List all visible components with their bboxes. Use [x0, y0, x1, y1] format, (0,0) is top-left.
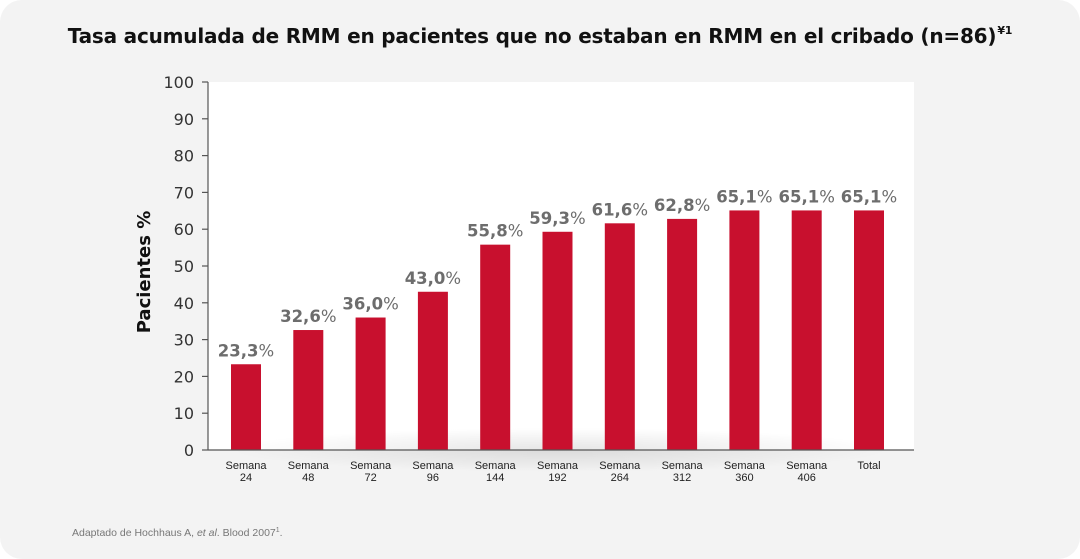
bar: [604, 223, 635, 450]
bar: [854, 210, 884, 450]
y-tick-label: 70: [174, 183, 194, 202]
bar-value-label: 65,1%: [778, 187, 834, 206]
bar-value-label: 59,3%: [529, 209, 585, 228]
chart-title-superscript: ¥1: [997, 24, 1013, 37]
x-tick-label: Semana 144: [475, 460, 517, 484]
y-tick-label: 0: [184, 441, 194, 460]
chart-title-text: Tasa acumulada de RMM en pacientes que n…: [67, 24, 997, 48]
x-tick-label: Semana 312: [662, 460, 704, 484]
chart-title: Tasa acumulada de RMM en pacientes que n…: [0, 24, 1080, 48]
bar: [667, 218, 698, 450]
bar: [355, 317, 386, 450]
bar-value-label: 55,8%: [467, 222, 523, 241]
footnote-end: .: [279, 527, 283, 539]
x-tick-label: Semana 96: [412, 460, 454, 484]
bar: [231, 364, 261, 450]
bar: [791, 210, 822, 450]
y-tick-label: 40: [174, 294, 194, 313]
x-tick-label: Semana 264: [599, 460, 641, 484]
y-tick-label: 100: [163, 73, 194, 92]
y-tick-label: 80: [174, 147, 194, 166]
bar-value-label: 43,0%: [405, 269, 461, 288]
y-tick-label: 10: [174, 404, 194, 423]
y-tick-label: 90: [174, 110, 194, 129]
bar-value-label: 32,6%: [280, 307, 336, 326]
footnote-prefix: Adaptado de Hochhaus A,: [72, 527, 197, 539]
footnote-italic: et al: [196, 527, 217, 539]
footnote-superscript: 1: [275, 527, 280, 534]
footnote-suffix: . Blood 2007: [216, 527, 276, 539]
bar-value-label: 61,6%: [592, 200, 648, 219]
source-footnote: Adaptado de Hochhaus A, et al. Blood 200…: [72, 527, 283, 539]
bar-value-label: 65,1%: [716, 187, 772, 206]
y-tick-label: 60: [174, 220, 194, 239]
bar-value-label: 23,3%: [218, 341, 274, 360]
bar-value-label: 62,8%: [654, 196, 710, 215]
x-tick-label: Semana 192: [537, 460, 579, 484]
y-tick-label: 20: [174, 367, 194, 386]
bar: [293, 330, 324, 450]
x-tick-label: Semana 360: [724, 460, 766, 484]
bar: [542, 231, 573, 450]
y-tick-label: 50: [174, 257, 194, 276]
bar: [417, 291, 448, 450]
x-tick-label: Semana 406: [786, 460, 828, 484]
bar: [480, 244, 511, 450]
x-tick-label: Semana 72: [350, 460, 392, 484]
x-tick-label: Semana 24: [226, 460, 268, 484]
y-tick-label: 30: [174, 331, 194, 350]
bar: [729, 210, 760, 450]
y-axis-label: Pacientes %: [134, 211, 155, 334]
x-tick-label: Total: [857, 460, 880, 472]
bar-value-label: 36,0%: [342, 295, 398, 314]
x-tick-label: Semana 48: [288, 460, 330, 484]
bar-value-label: 65,1%: [841, 187, 897, 206]
